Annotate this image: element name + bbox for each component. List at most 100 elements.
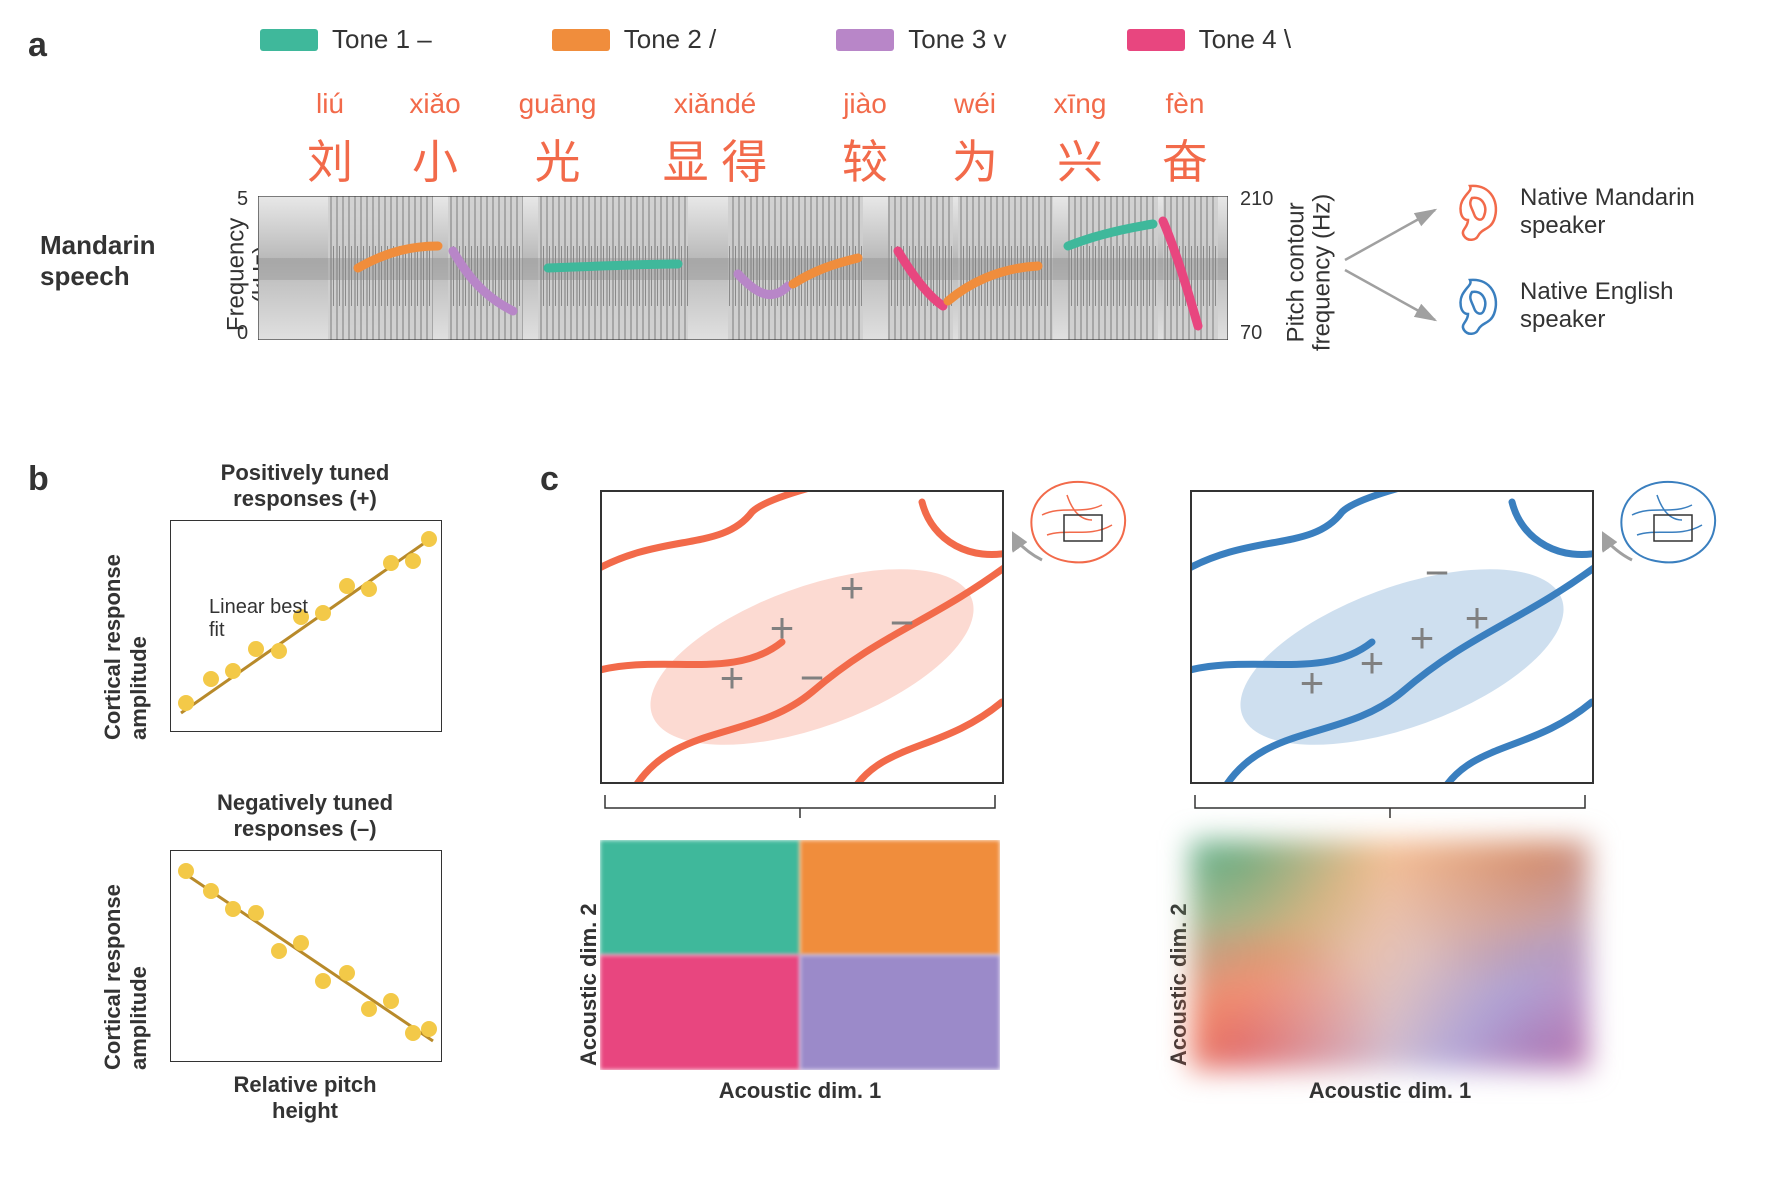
minus-symbol: −	[890, 599, 915, 646]
legend-item: Tone 2 /	[552, 24, 717, 55]
scatter-point	[203, 883, 219, 899]
scatter-xlabel: Relative pitch height	[170, 1072, 440, 1124]
scatter-point	[178, 695, 194, 711]
scatter-point	[421, 531, 437, 547]
chinese-character: 刘	[280, 126, 380, 192]
scatter-point	[315, 973, 331, 989]
tone-legend: Tone 1 – Tone 2 / Tone 3 v Tone 4 \	[260, 24, 1291, 55]
scatter-point	[405, 553, 421, 569]
scatter-point	[225, 663, 241, 679]
bracket-icon	[600, 790, 1000, 820]
chinese-character: 为	[925, 126, 1025, 192]
brain-inset-english	[1602, 470, 1732, 590]
acoustic-xlabel-english: Acoustic dim. 1	[1190, 1078, 1590, 1104]
sulcus-line	[602, 492, 832, 572]
scatter-point	[293, 935, 309, 951]
pinyin-syllable: guāng	[490, 88, 625, 120]
brain-stg-icon: ++++−	[1192, 492, 1592, 782]
minus-symbol: −	[1425, 549, 1450, 596]
legend-swatch	[1127, 29, 1185, 51]
best-fit-line	[181, 871, 433, 1041]
pinyin-syllable: wéi	[925, 88, 1025, 120]
freq-tick-max: 5	[237, 188, 248, 211]
legend-label: Tone 4 \	[1199, 24, 1292, 55]
ear-icon	[1450, 180, 1504, 244]
plus-symbol: +	[1360, 639, 1385, 686]
linear-best-fit-label: Linear best fit	[209, 596, 308, 642]
pinyin-row: liúxiǎoguāngxiǎndéjiàowéixīngfèn	[280, 88, 1235, 120]
sulcus-line	[1192, 492, 1422, 572]
scatter-point	[315, 605, 331, 621]
sulcus-line	[1512, 502, 1592, 555]
legend-item: Tone 3 v	[836, 24, 1006, 55]
scatter-point	[405, 1025, 421, 1041]
ear-icon	[1450, 274, 1504, 338]
pitch-tick-min: 70	[1240, 322, 1262, 345]
scatter-point	[248, 641, 264, 657]
chinese-character: 光	[490, 126, 625, 192]
scatter-title-pos: Positively tuned responses (+)	[170, 460, 440, 512]
spectrogram	[258, 196, 1228, 340]
legend-label: Tone 1 –	[332, 24, 432, 55]
scatter-point	[339, 965, 355, 981]
scatter-point	[271, 643, 287, 659]
ear-english: Native English speaker	[1450, 274, 1750, 338]
pitch-tick-max: 210	[1240, 188, 1273, 211]
chinese-row: 刘小光显 得较为兴奋	[280, 126, 1235, 192]
pinyin-syllable: fèn	[1135, 88, 1235, 120]
chinese-character: 兴	[1025, 126, 1135, 192]
acoustic-map-mandarin	[600, 840, 1000, 1070]
plus-symbol: +	[720, 654, 745, 701]
brain-panel-mandarin: ++−+−	[600, 490, 1004, 784]
scatter-point	[339, 578, 355, 594]
scatter-point	[421, 1021, 437, 1037]
minus-symbol: −	[800, 654, 825, 701]
acoustic-ylabel-mandarin: Acoustic dim. 2	[576, 903, 602, 1066]
scatter-point	[383, 555, 399, 571]
brain-inset-mandarin	[1012, 470, 1142, 590]
scatter-point	[361, 1001, 377, 1017]
chinese-character: 显 得	[625, 126, 805, 192]
legend-swatch	[552, 29, 610, 51]
scatter-plot-positive: Linear best fit	[170, 520, 442, 732]
scatter-point	[178, 863, 194, 879]
pinyin-syllable: jiào	[805, 88, 925, 120]
pinyin-syllable: xiǎo	[380, 88, 490, 120]
plus-symbol: +	[1410, 614, 1435, 661]
figure: a b c Tone 1 –Tone 2 /Tone 3 vTone 4 \ l…	[0, 0, 1770, 1190]
scatter-point	[383, 993, 399, 1009]
legend-swatch	[836, 29, 894, 51]
acoustic-map-english	[1190, 840, 1590, 1070]
brain-panel-english: ++++−	[1190, 490, 1594, 784]
acoustic-xlabel-mandarin: Acoustic dim. 1	[600, 1078, 1000, 1104]
legend-item: Tone 4 \	[1127, 24, 1292, 55]
pinyin-syllable: xīng	[1025, 88, 1135, 120]
panel-label-c: c	[540, 460, 559, 499]
scatter-point	[271, 943, 287, 959]
plus-symbol: +	[840, 564, 865, 611]
mandarin-speech-label: Mandarin speech	[40, 230, 156, 292]
scatter-point	[225, 901, 241, 917]
pinyin-syllable: liú	[280, 88, 380, 120]
legend-label: Tone 3 v	[908, 24, 1006, 55]
scatter-plot-negative	[170, 850, 442, 1062]
tone-curve	[548, 264, 678, 268]
chinese-character: 小	[380, 126, 490, 192]
plus-symbol: +	[1465, 594, 1490, 641]
chinese-character: 较	[805, 126, 925, 192]
pinyin-syllable: xiǎndé	[625, 88, 805, 120]
panel-label-a: a	[28, 26, 47, 65]
legend-label: Tone 2 /	[624, 24, 717, 55]
freq-tick-min: 0	[237, 322, 248, 345]
sulcus-line	[922, 502, 1002, 555]
plus-symbol: +	[770, 604, 795, 651]
scatter-point	[361, 581, 377, 597]
pitch-axis-label: Pitch contour frequency (Hz)	[1284, 182, 1337, 362]
legend-item: Tone 1 –	[260, 24, 432, 55]
listener-block: Native Mandarin speaker Native English s…	[1450, 180, 1750, 368]
bracket-icon	[1190, 790, 1590, 820]
plus-symbol: +	[1300, 659, 1325, 706]
scatter-title-neg: Negatively tuned responses (–)	[170, 790, 440, 842]
legend-swatch	[260, 29, 318, 51]
ear-mandarin: Native Mandarin speaker	[1450, 180, 1750, 244]
